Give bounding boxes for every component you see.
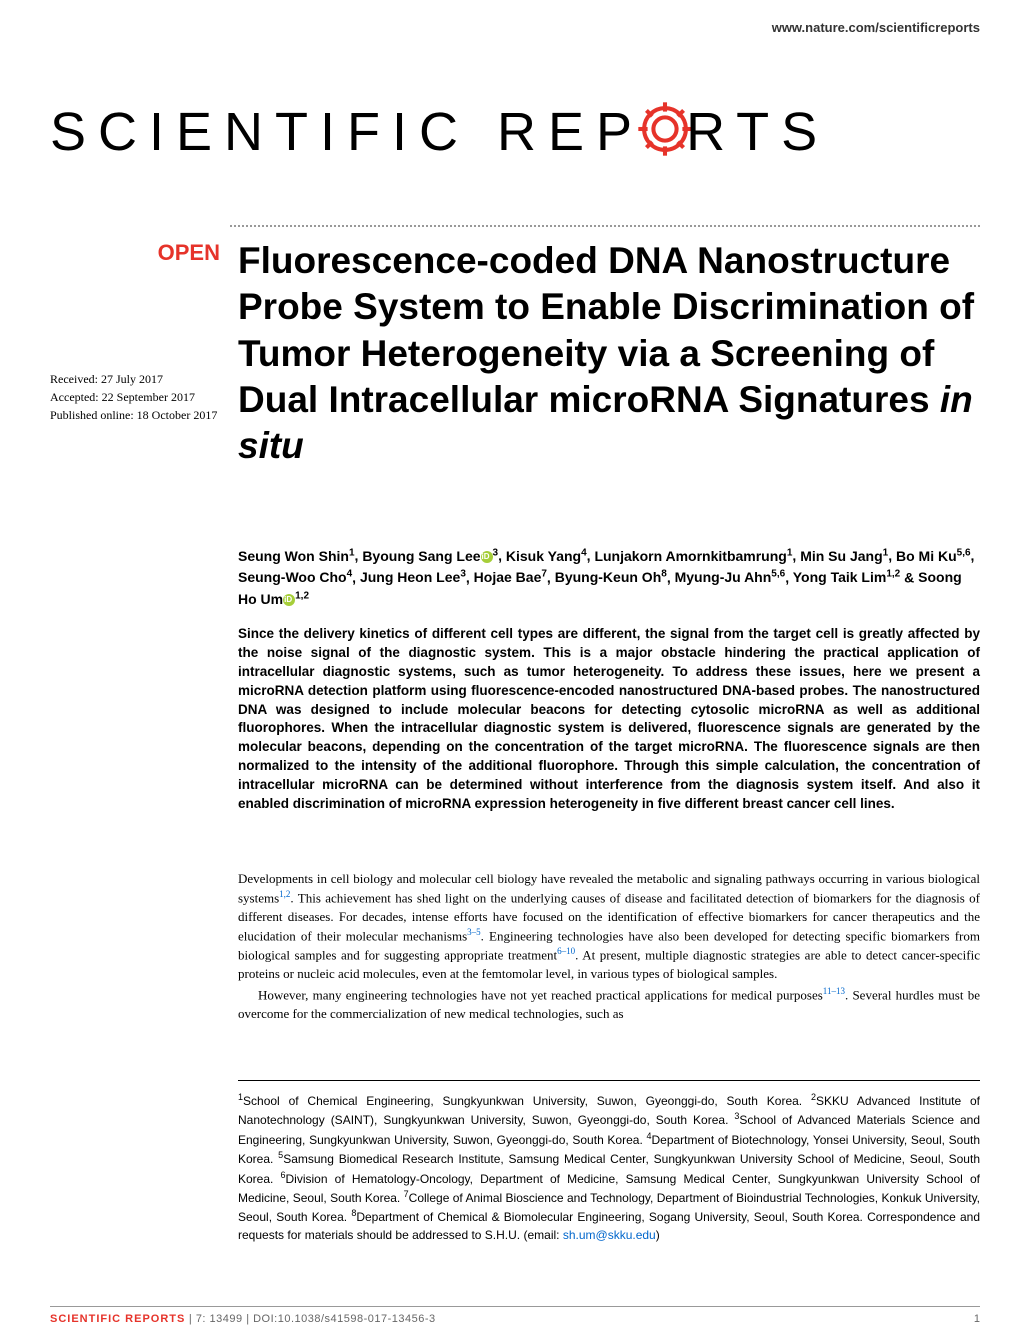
author: Bo Mi Ku5,6 <box>896 548 971 564</box>
received-date: Received: 27 July 2017 <box>50 370 220 388</box>
accepted-date: Accepted: 22 September 2017 <box>50 388 220 406</box>
author: Yong Taik Lim1,2 <box>793 569 901 585</box>
orcid-icon[interactable] <box>283 594 295 606</box>
logo-text-2: REP <box>497 102 644 162</box>
author: Byoung Sang Lee3 <box>362 548 498 564</box>
dotted-rule <box>230 225 980 227</box>
author: Hojae Bae7 <box>474 569 547 585</box>
footer-citation: SCIENTIFIC REPORTS | 7: 13499 | DOI:10.1… <box>50 1313 436 1325</box>
author: Lunjakorn Amornkitbamrung1 <box>594 548 792 564</box>
logo-text-3: RTS <box>686 102 829 162</box>
article-title: Fluorescence-coded DNA Nanostructure Pro… <box>238 238 980 469</box>
ref-link[interactable]: 11–13 <box>823 986 845 996</box>
body-text: Developments in cell biology and molecul… <box>238 870 980 1025</box>
journal-logo: SCIENTIFIC REP RTS <box>50 100 980 171</box>
abstract: Since the delivery kinetics of different… <box>238 625 980 814</box>
published-date: Published online: 18 October 2017 <box>50 406 220 424</box>
header-url: www.nature.com/scientificreports <box>772 20 980 35</box>
ref-link[interactable]: 6–10 <box>557 946 575 956</box>
author: Seung-Woo Cho4 <box>238 569 352 585</box>
ref-link[interactable]: 1,2 <box>279 889 290 899</box>
article-dates: Received: 27 July 2017 Accepted: 22 Sept… <box>50 370 220 424</box>
ref-link[interactable]: 3–5 <box>467 927 481 937</box>
title-main: Fluorescence-coded DNA Nanostructure Pro… <box>238 240 974 420</box>
author: Seung Won Shin1 <box>238 548 355 564</box>
orcid-icon[interactable] <box>481 551 493 563</box>
author: Kisuk Yang4 <box>506 548 587 564</box>
footer-journal: SCIENTIFIC REPORTS <box>50 1313 185 1325</box>
author: Min Su Jang1 <box>800 548 888 564</box>
paragraph-1: Developments in cell biology and molecul… <box>238 870 980 983</box>
affiliations: 1School of Chemical Engineering, Sungkyu… <box>238 1080 980 1244</box>
author-list: Seung Won Shin1, Byoung Sang Lee3, Kisuk… <box>238 545 980 610</box>
page-footer: SCIENTIFIC REPORTS | 7: 13499 | DOI:10.1… <box>50 1306 980 1325</box>
author: Myung-Ju Ahn5,6 <box>675 569 786 585</box>
correspondence-email[interactable]: sh.um@skku.edu <box>563 1228 656 1242</box>
open-access-badge: OPEN <box>50 240 220 266</box>
author: Byung-Keun Oh8 <box>555 569 667 585</box>
paragraph-2: However, many engineering technologies h… <box>238 985 980 1023</box>
author: Jung Heon Lee3 <box>360 569 466 585</box>
page-number: 1 <box>974 1313 980 1325</box>
logo-text-1: SCIENTIFIC <box>50 102 497 162</box>
footer-cite: | 7: 13499 | DOI:10.1038/s41598-017-1345… <box>185 1313 435 1325</box>
